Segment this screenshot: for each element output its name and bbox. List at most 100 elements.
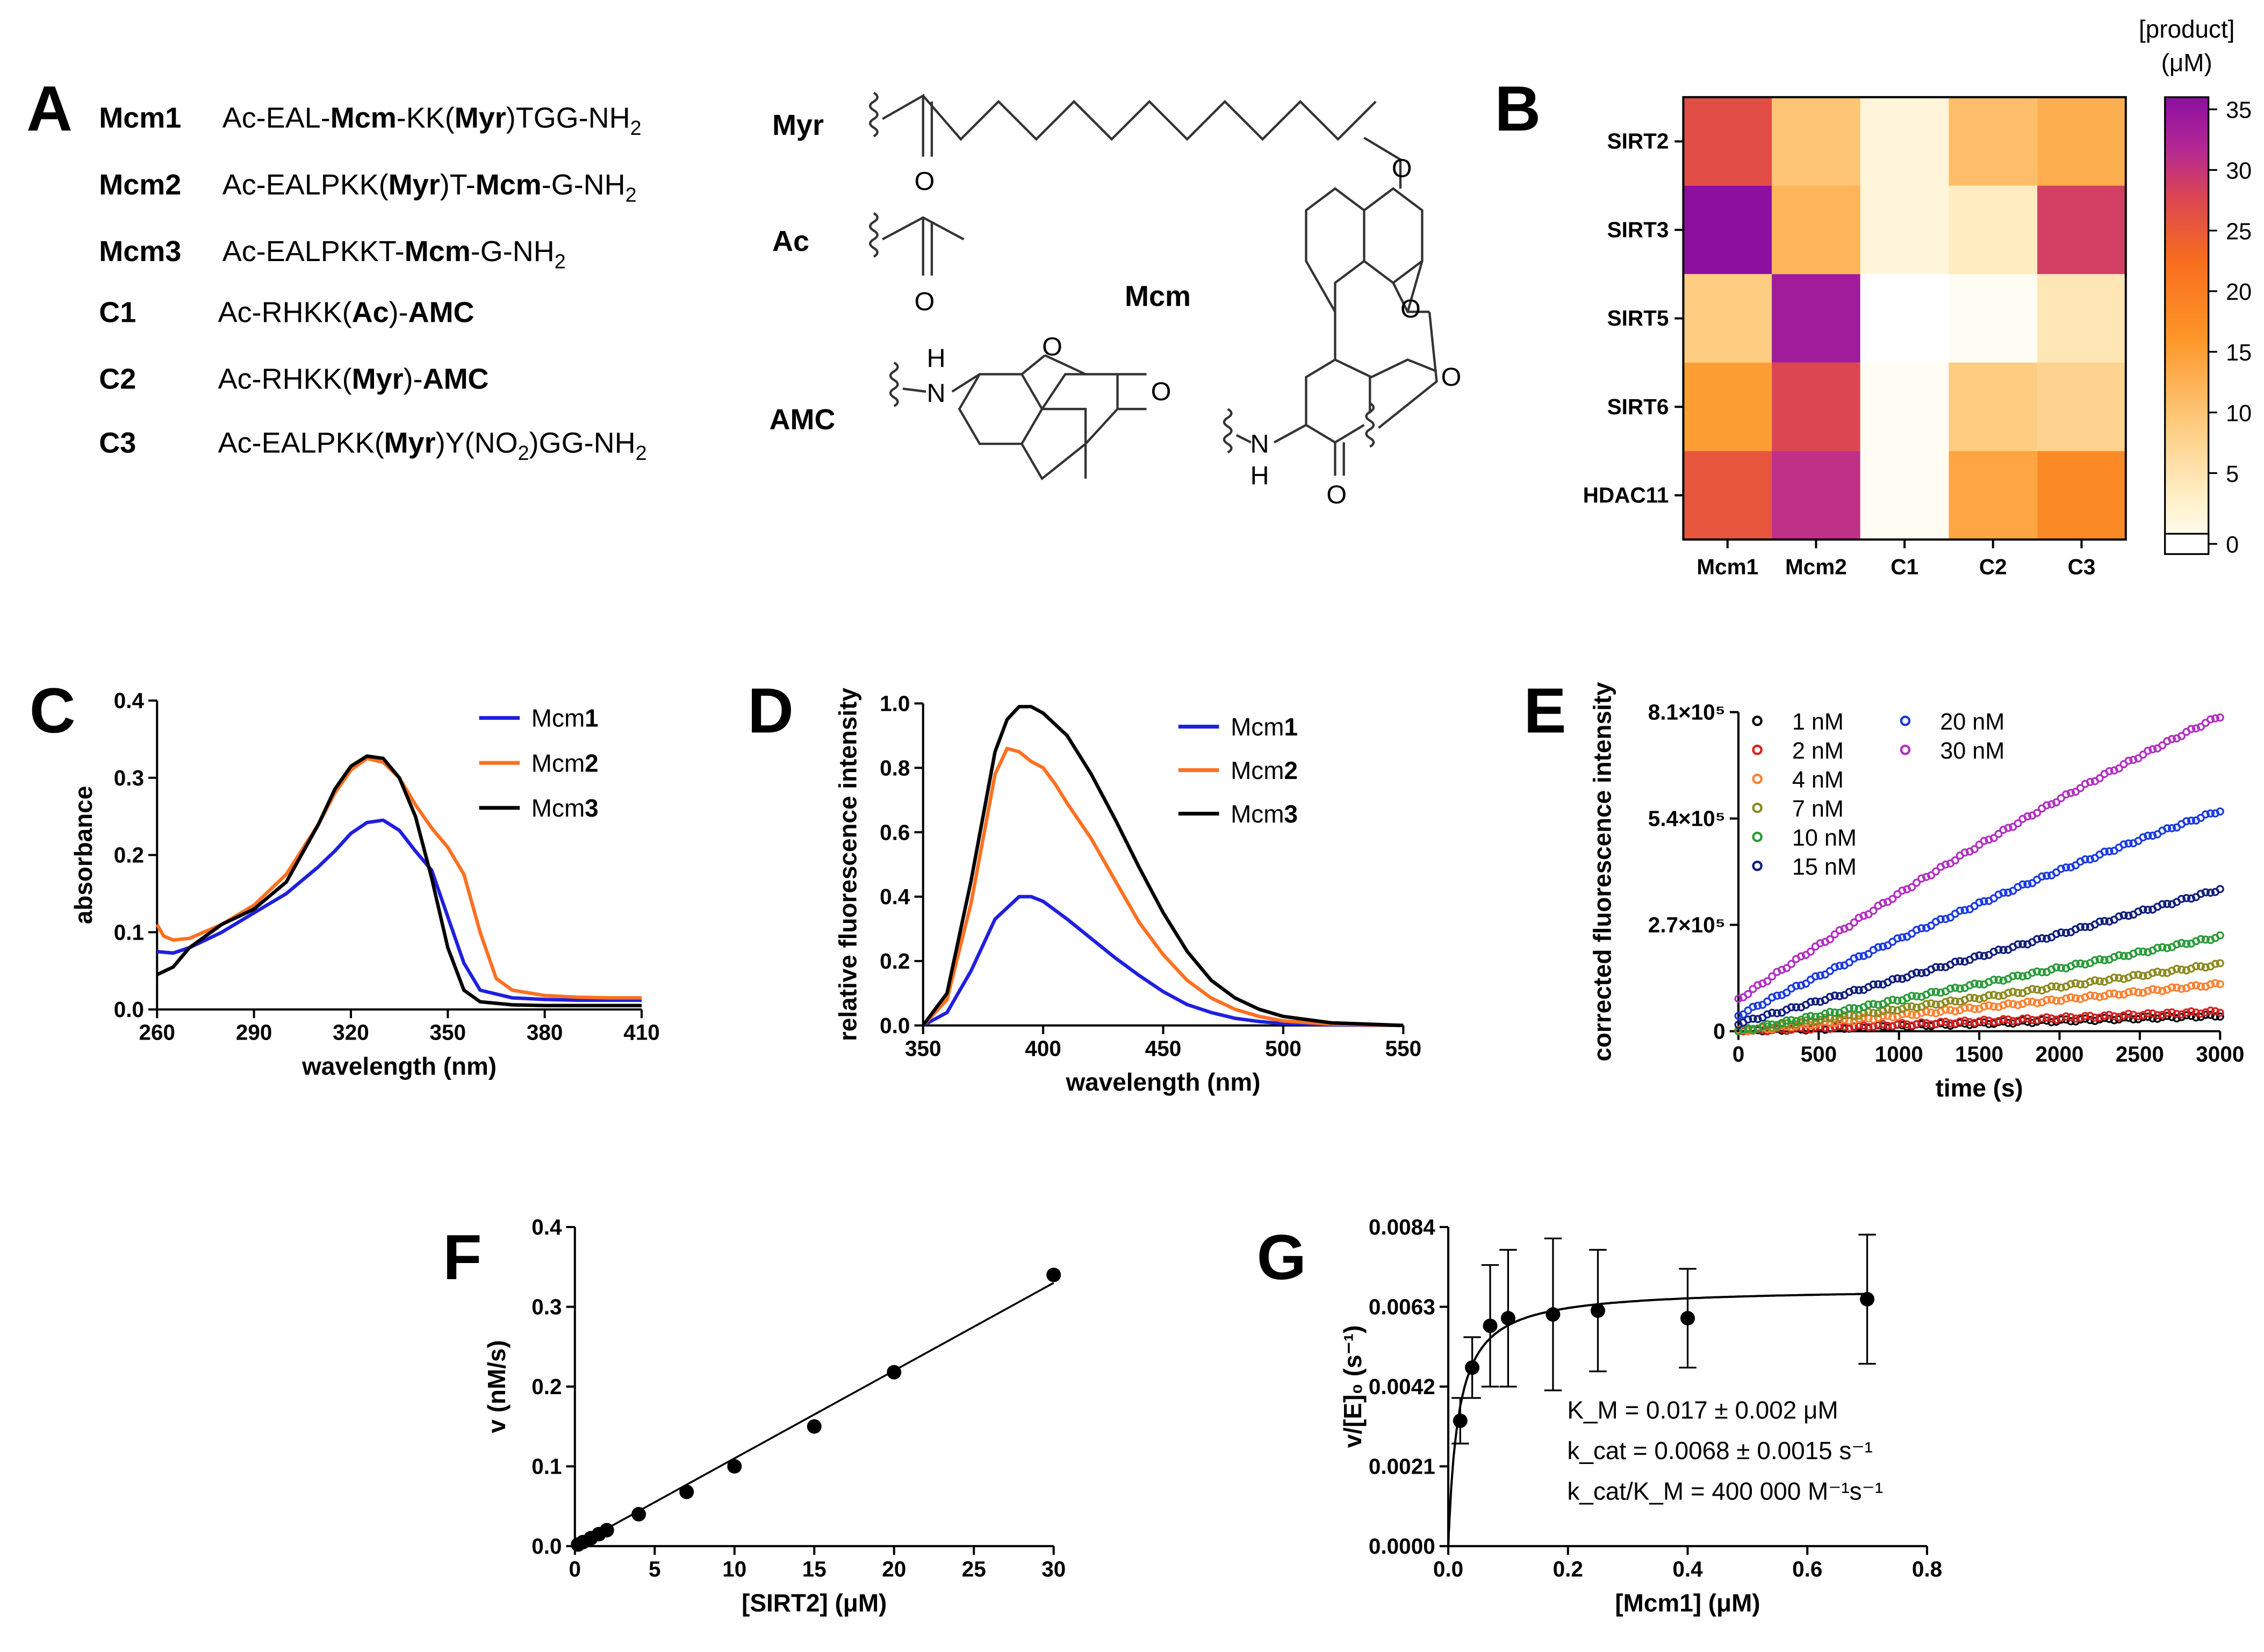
data-point	[1893, 1006, 1902, 1015]
data-point	[2173, 1009, 2181, 1018]
attachment-wavy-bond	[1223, 408, 1233, 454]
series-line	[922, 705, 1404, 1027]
data-point	[2004, 1015, 2013, 1024]
data-point	[2196, 890, 2205, 898]
data-point	[2139, 972, 2147, 980]
heatmap-row-label: SIRT5	[1607, 306, 1669, 330]
data-point	[2124, 839, 2133, 848]
x-tick-label: 0	[1733, 1042, 1745, 1066]
data-point	[2100, 847, 2109, 856]
data-point	[2173, 983, 2181, 992]
data-point	[1994, 946, 2003, 954]
x-axis-label: [Mcm1] (μM)	[1615, 1589, 1760, 1617]
data-point	[2191, 962, 2201, 971]
data-point	[2076, 922, 2085, 931]
data-point	[2158, 741, 2167, 749]
legend-marker	[1900, 745, 1911, 755]
data-point	[1763, 977, 1772, 985]
colorbar-tick-label: 20	[2226, 279, 2252, 305]
peptide-sequence: Ac-RHKK(Ac)-AMC	[218, 296, 475, 328]
legend-entry: Mcm1	[1231, 713, 1298, 741]
y-tick-label: 8.1×10⁵	[1648, 700, 1726, 725]
data-point	[2119, 951, 2128, 960]
data-point	[1806, 947, 1815, 956]
data-point	[1864, 1008, 1873, 1016]
data-point	[1908, 883, 1916, 891]
y-tick-label: 1.0	[880, 691, 910, 716]
x-tick-label: 0.2	[1553, 1557, 1583, 1582]
data-point	[1941, 1018, 1950, 1026]
data-point	[1830, 963, 1839, 972]
colorbar-tick-label: 0	[2226, 532, 2239, 558]
data-point	[1792, 1003, 1800, 1012]
legend-entry: Mcm2	[1231, 756, 1298, 784]
data-point	[1994, 992, 2003, 1000]
nitrogen-atom: N	[926, 379, 945, 408]
peptide-name: Mcm2	[99, 169, 181, 201]
y-tick-label: 0.2	[531, 1374, 562, 1399]
data-point	[1884, 997, 1892, 1005]
legend-entry: Mcm2	[531, 749, 599, 777]
data-point	[1917, 924, 1926, 933]
data-point	[1965, 993, 1974, 1002]
data-point	[1985, 991, 1993, 1000]
heatmap-cell	[1949, 185, 2038, 275]
legend-entry: 1 nM	[1792, 709, 1844, 735]
data-point	[1912, 1003, 1921, 1012]
data-point	[2177, 985, 2186, 993]
oxygen-atom: O	[915, 167, 935, 196]
data-point	[1773, 1009, 1781, 1018]
sequence-part: Ac-EALPKK(	[218, 427, 384, 459]
heatmap-cell	[2037, 451, 2126, 540]
data-point	[1500, 1311, 1515, 1326]
data-point	[2066, 993, 2075, 1001]
y-tick-label: 0.8	[880, 755, 910, 780]
data-point	[1850, 1004, 1858, 1013]
data-point	[2124, 912, 2133, 920]
data-point	[1999, 889, 2008, 897]
data-point	[2023, 880, 2032, 889]
panel-f-linear-chart: 0 5 10 15 20 25 30 0.0 0.1 0.2 0.3 0.4 [SIRT2] (μM) v…	[483, 1215, 1066, 1617]
data-point	[1898, 1019, 1907, 1027]
data-point	[599, 1523, 614, 1538]
panel-e-kinetics-chart: 0 500 1000 1500 2000 2500 3000 0 2.7×10⁵ 5.4×10⁵ 8…	[1588, 682, 2244, 1102]
panel-label-g: G	[1257, 1222, 1306, 1293]
data-point	[2216, 980, 2224, 989]
data-point	[1951, 983, 1959, 992]
sequence-part: Mcm	[405, 235, 471, 268]
y-tick-label: 5.4×10⁵	[1648, 806, 1726, 831]
colorbar-tick-label: 10	[2226, 401, 2252, 427]
sequence-part: AMC	[408, 296, 475, 328]
x-tick-label: 2000	[2036, 1042, 2084, 1066]
legend-name: Mcm	[1231, 800, 1284, 828]
data-point	[1989, 976, 1998, 984]
data-point	[2129, 971, 2138, 979]
data-point	[2090, 992, 2099, 1000]
data-point	[1908, 970, 1916, 978]
data-point	[1946, 913, 1954, 922]
heatmap-cell	[1772, 185, 1860, 275]
data-point	[1768, 972, 1777, 981]
data-point	[1768, 1020, 1777, 1029]
data-point	[2086, 991, 2094, 1000]
peptide-sequence: Ac-RHKK(Myr)-AMC	[218, 363, 489, 395]
data-point	[1783, 1016, 1791, 1025]
legend-number: 2	[585, 749, 599, 777]
fit-line	[574, 1282, 1054, 1547]
data-point	[2201, 935, 2210, 944]
data-point	[1768, 1008, 1777, 1017]
data-point	[1999, 1015, 2008, 1023]
y-tick-label: 0.4	[114, 688, 145, 713]
data-point	[1825, 992, 1834, 1001]
x-tick-label: 350	[430, 1020, 466, 1045]
data-point	[2033, 967, 2042, 976]
peptide-name: Mcm3	[99, 235, 181, 268]
methoxycoumarin-side-chain	[1235, 136, 1438, 476]
data-point	[2066, 789, 2075, 797]
attachment-wavy-bond	[869, 91, 879, 138]
data-point	[2076, 959, 2085, 968]
oxygen-atom: O	[1392, 154, 1412, 183]
data-point	[1956, 1017, 1964, 1026]
legend-entry: 30 nM	[1940, 738, 2004, 764]
data-point	[2177, 732, 2186, 740]
